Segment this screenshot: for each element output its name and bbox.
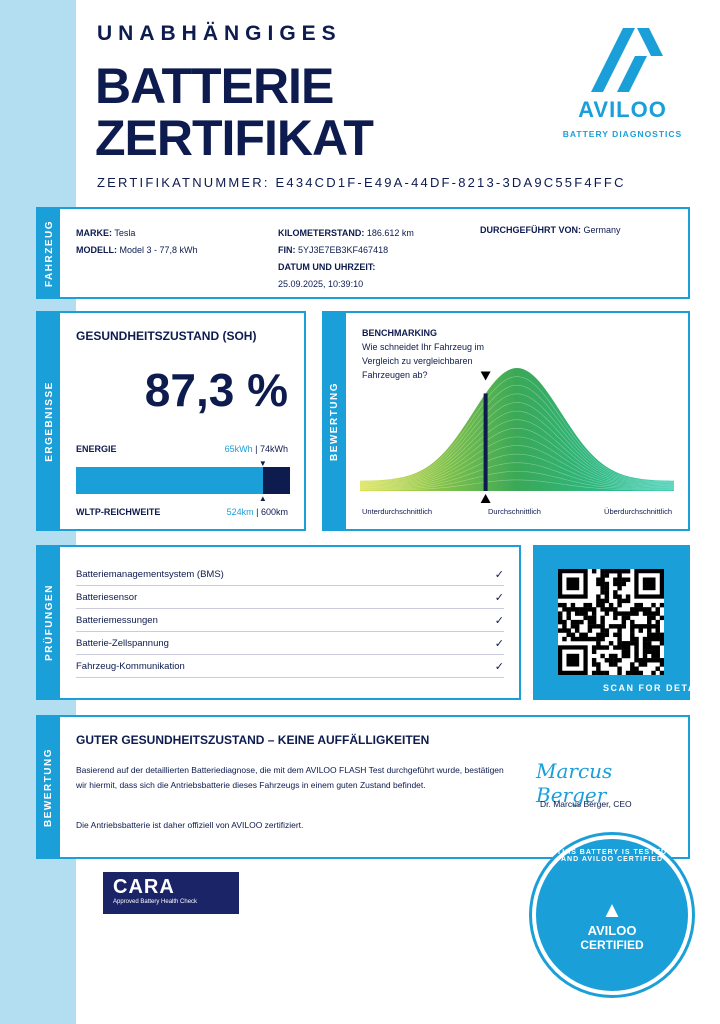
curve-contour [359,393,675,484]
check-item: Batteriemessungen ✓ [76,609,504,632]
vehicle-section: FAHRZEUG MARKE: Tesla MODELL: Model 3 - … [36,207,690,299]
marker-arrow-top [480,371,491,381]
page-title: BATTERIE ZERTIFIKAT [95,58,374,166]
benchmark-marker [483,393,488,491]
verdict-title: GUTER GESUNDHEITSZUSTAND – KEINE AUFFÄLL… [76,733,430,747]
curve-contour [359,376,675,482]
title-line-2: ZERTIFIKAT [95,110,374,166]
curve-contour [359,410,675,485]
logo-tagline: BATTERY DIAGNOSTICS [562,129,683,139]
curve-contour [359,419,675,486]
certificate-number: ZERTIFIKATNUMMER: E434CD1F-E49A-44DF-821… [97,175,626,190]
check-icon: ✓ [494,637,504,650]
label-high: Überdurchschnittlich [604,507,672,516]
energy-values: 65kWh | 74kWh [224,444,288,454]
curve-contour [359,453,675,489]
certified-seal: THIS BATTERY IS TESTED AND AVILOO CERTIF… [532,835,692,995]
check-item: Batterie-Zellspannung ✓ [76,632,504,655]
benchmark-curve [359,368,675,503]
verdict-body-2: Die Antriebsbatterie ist daher offiziell… [76,820,304,830]
curve-contour [359,462,675,489]
qr-code[interactable] [558,569,664,675]
range-values: 524km | 600km [226,507,288,517]
check-item: Batteriesensor ✓ [76,586,504,609]
soh-title: GESUNDHEITSZUSTAND (SOH) [76,329,257,343]
check-icon: ✓ [494,568,504,581]
arrow-down-icon: ▼ [258,459,267,468]
check-item: Batteriemanagementsystem (BMS) ✓ [76,563,504,586]
qr-caption: SCAN FOR DETAILS [603,683,715,693]
verdict-body: Basierend auf der detaillierten Batterie… [76,765,504,790]
curve-contour [359,427,675,487]
curve-contour [359,471,675,490]
title-line-1: BATTERIE [95,58,334,114]
bell-curve [360,368,674,491]
arrow-up-icon: ▲ [258,494,267,503]
kicker: UNABHÄNGIGES [97,22,342,45]
cara-badge: CARA Approved Battery Health Check [103,872,239,914]
signature: Marcus Berger [536,759,613,807]
section-label: PRÜFUNGEN [38,547,60,698]
check-icon: ✓ [494,660,504,673]
results-section: ERGEBNISSE GESUNDHEITSZUSTAND (SOH) 87,3… [36,311,306,531]
label-low: Unterdurchschnittlich [362,507,433,516]
curve-contour [359,436,675,487]
marker-arrow-bottom [480,494,491,503]
section-label: BEWERTUNG [38,717,60,857]
soh-bar [76,467,290,494]
checks-section: PRÜFUNGEN Batteriemanagementsystem (BMS)… [36,545,521,700]
check-label: Batteriemessungen [76,614,158,626]
check-icon: ✓ [494,591,504,604]
check-list: Batteriemanagementsystem (BMS) ✓ Batteries… [76,563,504,678]
check-item: Fahrzeug-Kommunikation ✓ [76,655,504,678]
section-label: BEWERTUNG [324,313,346,529]
check-label: Fahrzeug-Kommunikation [76,660,185,672]
energy-label: ENERGIE [76,444,117,454]
check-label: Batteriemanagementsystem (BMS) [76,568,224,580]
benchmark-title: BENCHMARKING [362,328,437,338]
curve-contour [359,445,675,488]
range-label: WLTP-REICHWEITE [76,507,161,517]
curve-contour [359,384,675,483]
label-mid: Durchschnittlich [488,507,541,516]
check-label: Batterie-Zellspannung [76,637,169,649]
soh-value: 87,3 % [144,364,288,416]
aviloo-logo-icon [590,28,663,92]
logo-name: AVILOO [578,97,667,122]
signer: Dr. Marcus Berger, CEO [540,799,632,809]
qr-panel[interactable]: SCAN FOR DETAILS [533,545,713,700]
curve-contour [359,402,675,484]
check-label: Batteriesensor [76,591,138,603]
benchmark-question: Wie schneidet Ihr Fahrzeug im Vergleich … [362,342,485,380]
seal-logo-icon: ▲ [601,897,623,922]
section-label: ERGEBNISSE [38,313,60,529]
check-icon: ✓ [494,614,504,627]
curve-contour [359,479,675,491]
aviloo-logo: AVILOO BATTERY DIAGNOSTICS [555,20,690,139]
verdict-section: BEWERTUNG GUTER GESUNDHEITSZUSTAND – KEI… [36,715,690,859]
benchmark-section: BEWERTUNG BENCHMARKING Wie schneidet Ihr… [322,311,690,531]
section-label: FAHRZEUG [38,209,60,297]
